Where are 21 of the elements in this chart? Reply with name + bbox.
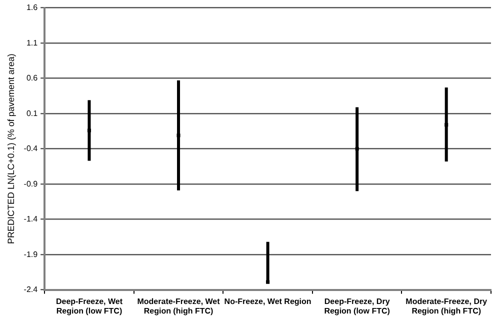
y-tick-label: -0.9 [24, 179, 38, 188]
y-tick-label: 1.1 [26, 38, 38, 48]
y-tick-label: -0.4 [24, 144, 38, 154]
y-tick-label: -2.4 [24, 285, 38, 294]
category-label: Deep-Freeze, Dry [324, 296, 390, 306]
y-tick-label: -1.4 [24, 214, 38, 224]
point [355, 147, 359, 151]
category-label: Region (low FTC) [56, 306, 122, 316]
category-label: No-Freeze, Wet Region [224, 296, 312, 306]
y-tick-label: -1.9 [24, 250, 38, 259]
category-label: Deep-Freeze, Wet [56, 296, 122, 306]
point [266, 280, 270, 284]
y-tick-label: 0.6 [26, 74, 38, 83]
y-axis-title: PREDICTED LN(LC+0.1) (% of pavement area) [6, 54, 16, 244]
category-label: Region (high FTC) [412, 306, 482, 316]
category-label: Moderate-Freeze, Dry [406, 296, 488, 306]
category-label: Region (low FTC) [324, 306, 390, 316]
y-tick-label: 0.1 [26, 108, 38, 118]
category-label: Moderate-Freeze, Wet [137, 296, 220, 306]
category-label: Region (high FTC) [144, 306, 214, 316]
y-tick-label: 1.6 [26, 3, 38, 12]
